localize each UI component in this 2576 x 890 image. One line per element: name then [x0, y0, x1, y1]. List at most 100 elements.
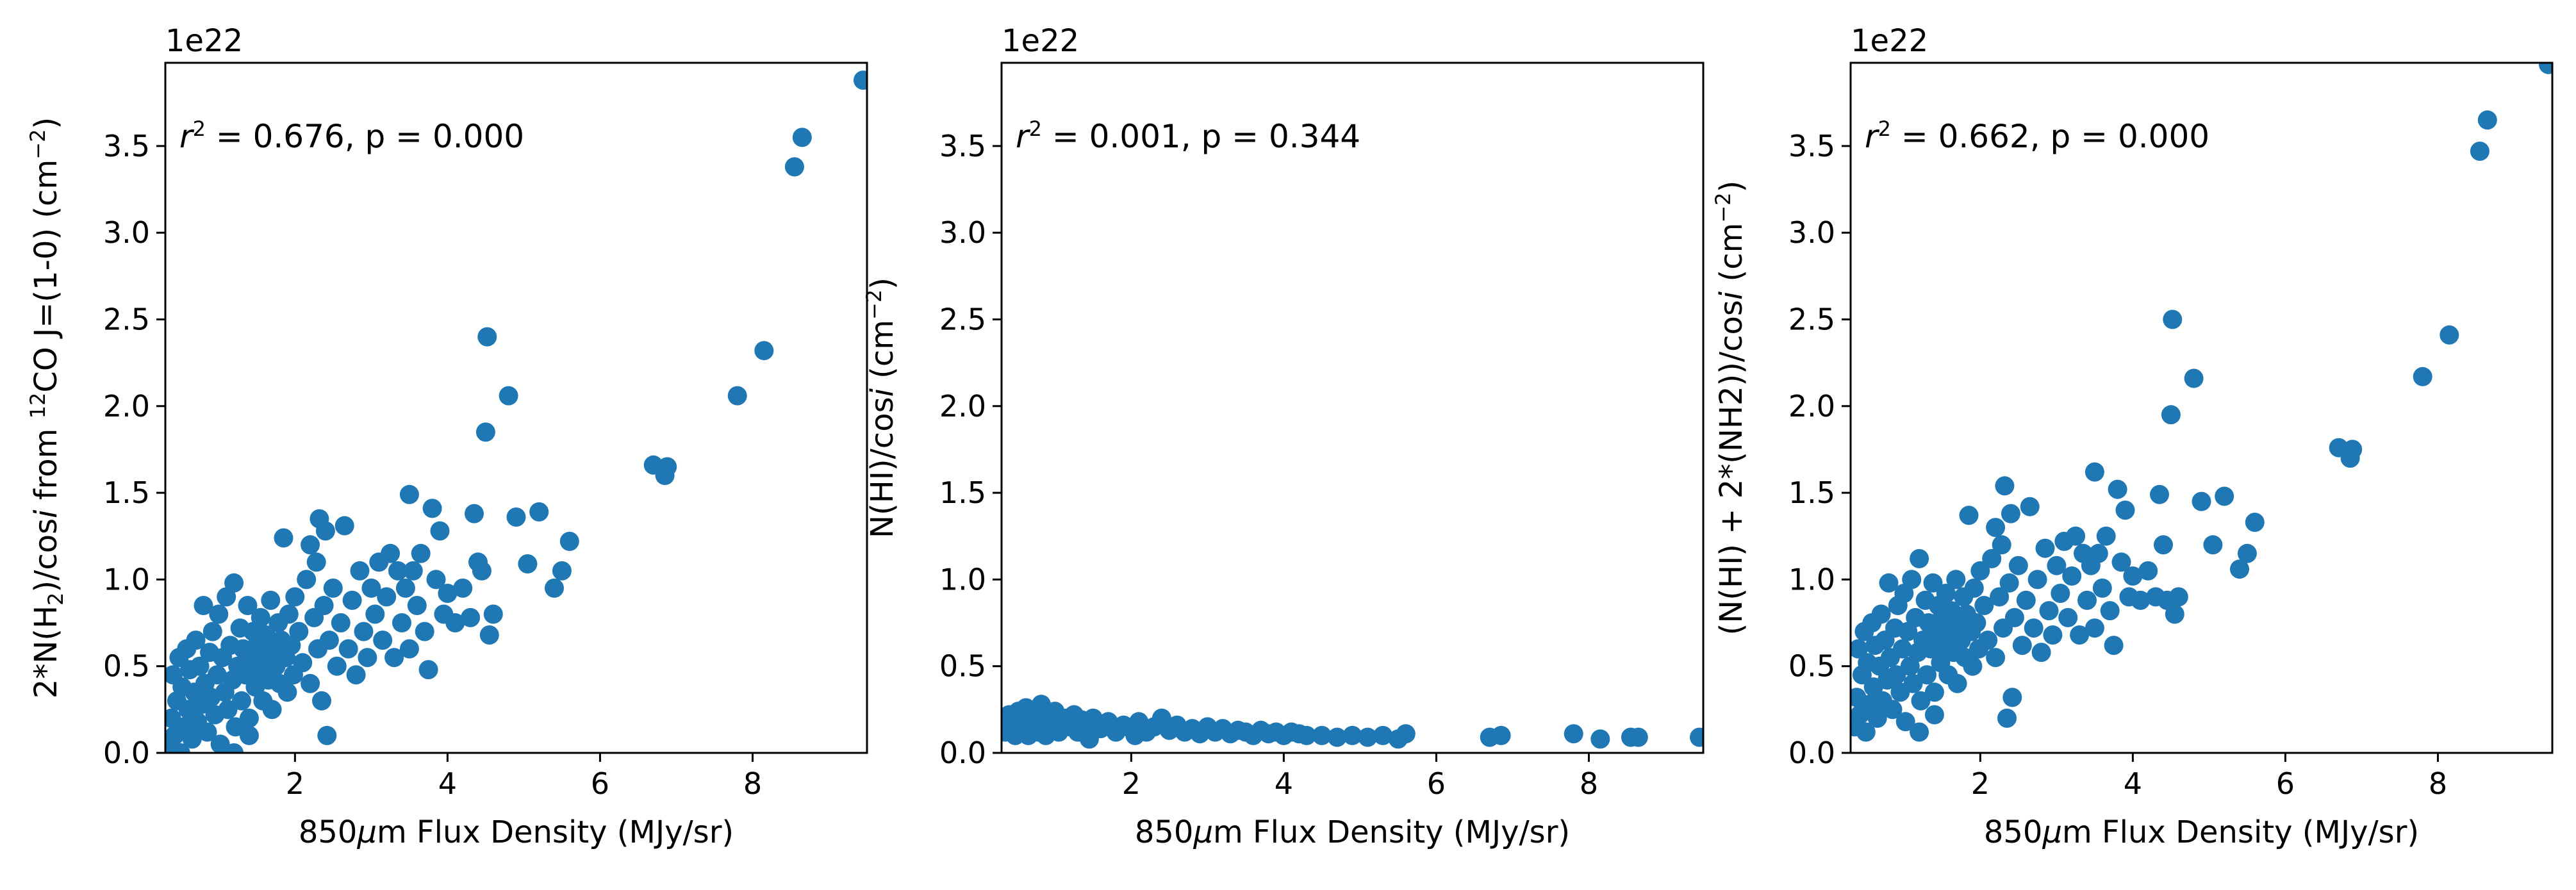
- scatter-point: [301, 673, 320, 693]
- scatter-point: [1871, 604, 1891, 624]
- scatter-point: [2203, 535, 2223, 555]
- scatter-point: [1312, 725, 1332, 745]
- scatter-point: [1358, 727, 1378, 747]
- scatter-point: [285, 587, 305, 607]
- scatter-point: [388, 561, 408, 581]
- scatter-point: [2031, 643, 2051, 663]
- scatter-point: [194, 596, 213, 615]
- scatter-point: [2343, 440, 2363, 459]
- scatter-point: [1986, 518, 2006, 538]
- scatter-point: [182, 729, 202, 749]
- scatter-point: [2039, 601, 2059, 621]
- y-tick-label: 3.0: [103, 215, 150, 250]
- scatter-point: [2024, 618, 2043, 638]
- scatter-point: [239, 708, 259, 728]
- scatter-point: [1999, 573, 2019, 593]
- scatter-point: [346, 665, 366, 685]
- scatter-point: [1851, 639, 1868, 659]
- x-axis-label: 850μm Flux Density (MJy/sr): [1135, 814, 1570, 850]
- scatter-point: [506, 507, 526, 527]
- scatter-point: [518, 554, 538, 573]
- scatter-point: [2066, 526, 2086, 546]
- scatter-point: [2027, 570, 2047, 589]
- scatter-point: [2150, 484, 2169, 504]
- axes-frame: [1000, 62, 1705, 754]
- scatter-point: [2539, 63, 2552, 74]
- y-tick-label: 0.0: [1788, 736, 1835, 770]
- x-tick-label: 2: [1971, 766, 1990, 801]
- scatter-point: [407, 596, 427, 615]
- r2-annotation: r2 = 0.001, p = 0.344: [1016, 117, 1360, 155]
- scatter-point: [453, 578, 473, 598]
- scatter-point: [399, 484, 419, 504]
- y-tick-label: 2.0: [103, 389, 150, 424]
- scatter-point: [1892, 639, 1912, 659]
- x-axis-ticks: 2 4 6 8: [1971, 753, 2447, 801]
- scatter-point: [365, 604, 385, 624]
- scatter-point: [727, 386, 747, 406]
- scatter-point: [1990, 587, 2010, 607]
- scatter-point: [1690, 727, 1703, 747]
- scatter-point: [2077, 590, 2097, 610]
- y-tick-label: 3.0: [939, 215, 986, 250]
- scatter-point: [1373, 725, 1393, 745]
- scatter-point: [2088, 543, 2108, 563]
- scatter-point: [395, 578, 415, 598]
- y-tick-label: 2.0: [939, 389, 986, 424]
- scatter-point: [418, 660, 438, 680]
- x-tick-label: 2: [286, 766, 304, 801]
- scatter-point: [207, 665, 227, 685]
- scatter-point: [1959, 506, 1979, 525]
- scatter-point: [1982, 548, 2002, 568]
- scatter-point: [1125, 725, 1145, 745]
- scatter-point: [2020, 497, 2040, 516]
- scatter-point: [1964, 578, 1984, 598]
- scatter-point: [1974, 596, 1994, 615]
- scatter-point: [224, 573, 244, 593]
- scatter-point: [377, 587, 397, 607]
- y-tick-label: 1.5: [103, 475, 150, 510]
- y-axis-label: N(HI)/cosi (cm−2): [862, 277, 900, 538]
- r2-annotation: r2 = 0.662, p = 0.000: [1865, 117, 2209, 155]
- scatter-point: [422, 499, 442, 518]
- scatter-point: [1978, 630, 1998, 650]
- scatter-points: [165, 70, 867, 753]
- x-tick-label: 6: [1427, 766, 1446, 801]
- scatter-point: [1887, 665, 1906, 685]
- y-tick-label: 3.5: [939, 129, 986, 163]
- scatter-point: [1923, 573, 1943, 593]
- scatter-point: [1297, 725, 1317, 745]
- scatter-point: [2070, 625, 2090, 645]
- scatter-point: [784, 157, 804, 177]
- scatter-point: [1970, 561, 1990, 581]
- scatter-point: [319, 630, 339, 650]
- y-tick-label: 2.5: [103, 302, 150, 336]
- scatter-points: [1851, 63, 2552, 742]
- scatter-point: [1936, 584, 1956, 603]
- scatter-point: [2035, 538, 2055, 558]
- scatter-point: [2477, 110, 2497, 130]
- y-offset-label: 1e22: [1002, 23, 1079, 59]
- scatter-point: [2192, 491, 2211, 511]
- scatter-point: [1628, 727, 1648, 747]
- scatter-point: [2184, 368, 2204, 388]
- scatter-point: [1992, 535, 2011, 555]
- scatter-point: [2123, 566, 2143, 586]
- scatter-point: [251, 607, 270, 627]
- scatter-point: [1963, 656, 1983, 676]
- scatter-point: [2100, 601, 2120, 621]
- scatter-point: [2161, 405, 2181, 425]
- scatter-point: [2165, 604, 2184, 624]
- scatter-point: [403, 561, 423, 581]
- y-tick-label: 0.5: [103, 649, 150, 684]
- y-tick-label: 3.5: [1788, 129, 1835, 163]
- scatter-point: [277, 682, 297, 702]
- scatter-point: [197, 722, 217, 742]
- scatter-point: [1911, 691, 1931, 711]
- scatter-point: [334, 516, 354, 536]
- scatter-point: [1946, 570, 1966, 589]
- scatter-point: [354, 622, 374, 641]
- scatter-point: [657, 457, 677, 477]
- scatter-point: [2096, 526, 2116, 546]
- y-tick-label: 1.0: [1788, 562, 1835, 597]
